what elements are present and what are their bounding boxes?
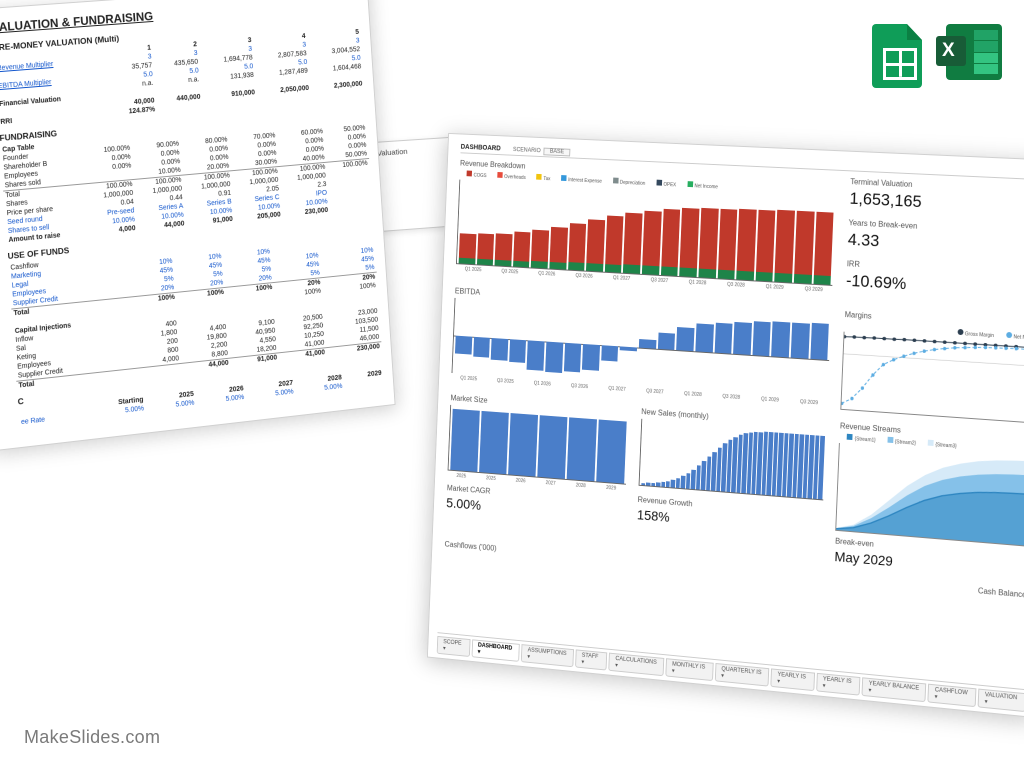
tab-quarterly-is[interactable]: QUARTERLY IS ▾ (714, 663, 769, 687)
app-icons: X (872, 24, 1002, 88)
ebitda-panel: EBITDA Q1 2025Q3 2025Q1 2026Q3 2026Q1 20… (451, 287, 832, 411)
tab-assumptions[interactable]: ASSUMPTIONS ▾ (521, 644, 574, 667)
tab-staff[interactable]: STAFF ▾ (575, 649, 608, 670)
kpi-tv-value: 1,653,165 (849, 189, 1024, 218)
google-sheets-icon (872, 24, 922, 88)
tab-dashboard[interactable]: DASHBOARD ▾ (471, 639, 520, 662)
cashbalance-panel: Cash Balance (833, 574, 1024, 603)
tab-yearly-is[interactable]: YEARLY IS ▾ (816, 673, 861, 696)
newsales-panel: New Sales (monthly) Revenue Growth 158% (636, 407, 827, 563)
valuation-sheet: 123456 VALUATION & FUNDRAISING PRE-MONEY… (0, 0, 396, 452)
tab-scope[interactable]: SCOPE ▾ (437, 636, 471, 657)
tab-calculations[interactable]: CALCULATIONS ▾ (609, 653, 665, 677)
tab-cashflow[interactable]: CASHFLOW ▾ (928, 684, 977, 707)
tab-yearly-is[interactable]: YEARLY IS ▾ (770, 668, 814, 691)
excel-icon: X (946, 24, 1002, 80)
margins-panel: Margins Gross MarginNet Margin (841, 310, 1024, 425)
dashboard-title: DASHBOARD (461, 144, 501, 152)
scenario-value[interactable]: BASE (543, 148, 570, 157)
tab-monthly-is[interactable]: MONTHLY IS ▾ (665, 658, 713, 681)
streams-panel: Revenue Streams {Stream1}{Stream2}{Strea… (834, 422, 1024, 581)
market-panel: Market Size 202520252026202720282029 Mar… (445, 394, 629, 546)
scenario-label: SCENARIO (513, 147, 541, 154)
tab-valuation[interactable]: VALUATION ▾ (978, 689, 1024, 713)
dashboard-sheet: DASHBOARD SCENARIO BASE Revenue Breakdow… (427, 133, 1024, 718)
sheet-tabs[interactable]: SCOPE ▾DASHBOARD ▾ASSUMPTIONS ▾STAFF ▾CA… (437, 632, 1024, 712)
kpi-panel: Terminal Valuation 1,653,165 Years to Br… (845, 177, 1024, 312)
watermark: MakeSlides.com (24, 727, 160, 748)
revenue-breakdown-panel: Revenue Breakdown COGSOverheadsTaxIntere… (455, 159, 837, 300)
tab-yearly-balance[interactable]: YEARLY BALANCE ▾ (862, 677, 927, 702)
cashflows-panel: Cashflows ('000) (444, 540, 622, 567)
